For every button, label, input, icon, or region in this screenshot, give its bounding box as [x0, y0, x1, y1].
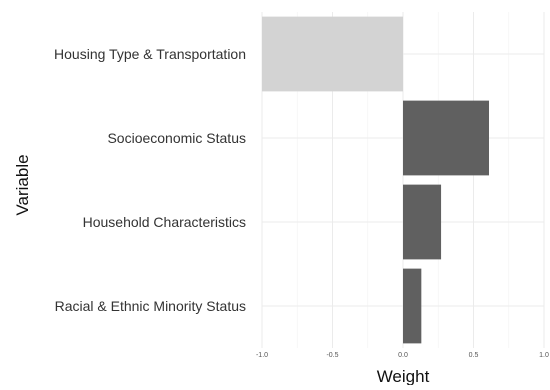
x-tick-label: 0.5 — [469, 352, 479, 359]
bar — [403, 184, 442, 260]
bar — [262, 16, 403, 92]
x-tick-label: 0.0 — [398, 352, 408, 359]
category-label: Socioeconomic Status — [107, 130, 246, 146]
category-labels: Housing Type & Transportation Socioeconom… — [54, 46, 246, 314]
x-tick-label: -0.5 — [326, 352, 338, 359]
x-tick-labels: -1.0 -0.5 0.0 0.5 1.0 — [256, 352, 549, 359]
category-label: Housing Type & Transportation — [54, 46, 246, 62]
y-axis-title: Variable — [13, 154, 32, 215]
category-label: Household Characteristics — [83, 214, 246, 230]
bar — [403, 100, 490, 176]
bar — [403, 268, 422, 344]
bars — [262, 16, 490, 344]
x-tick-label: -1.0 — [256, 352, 268, 359]
x-axis-title: Weight — [377, 367, 430, 385]
category-label: Racial & Ethnic Minority Status — [55, 298, 246, 314]
x-tick-label: 1.0 — [539, 352, 549, 359]
